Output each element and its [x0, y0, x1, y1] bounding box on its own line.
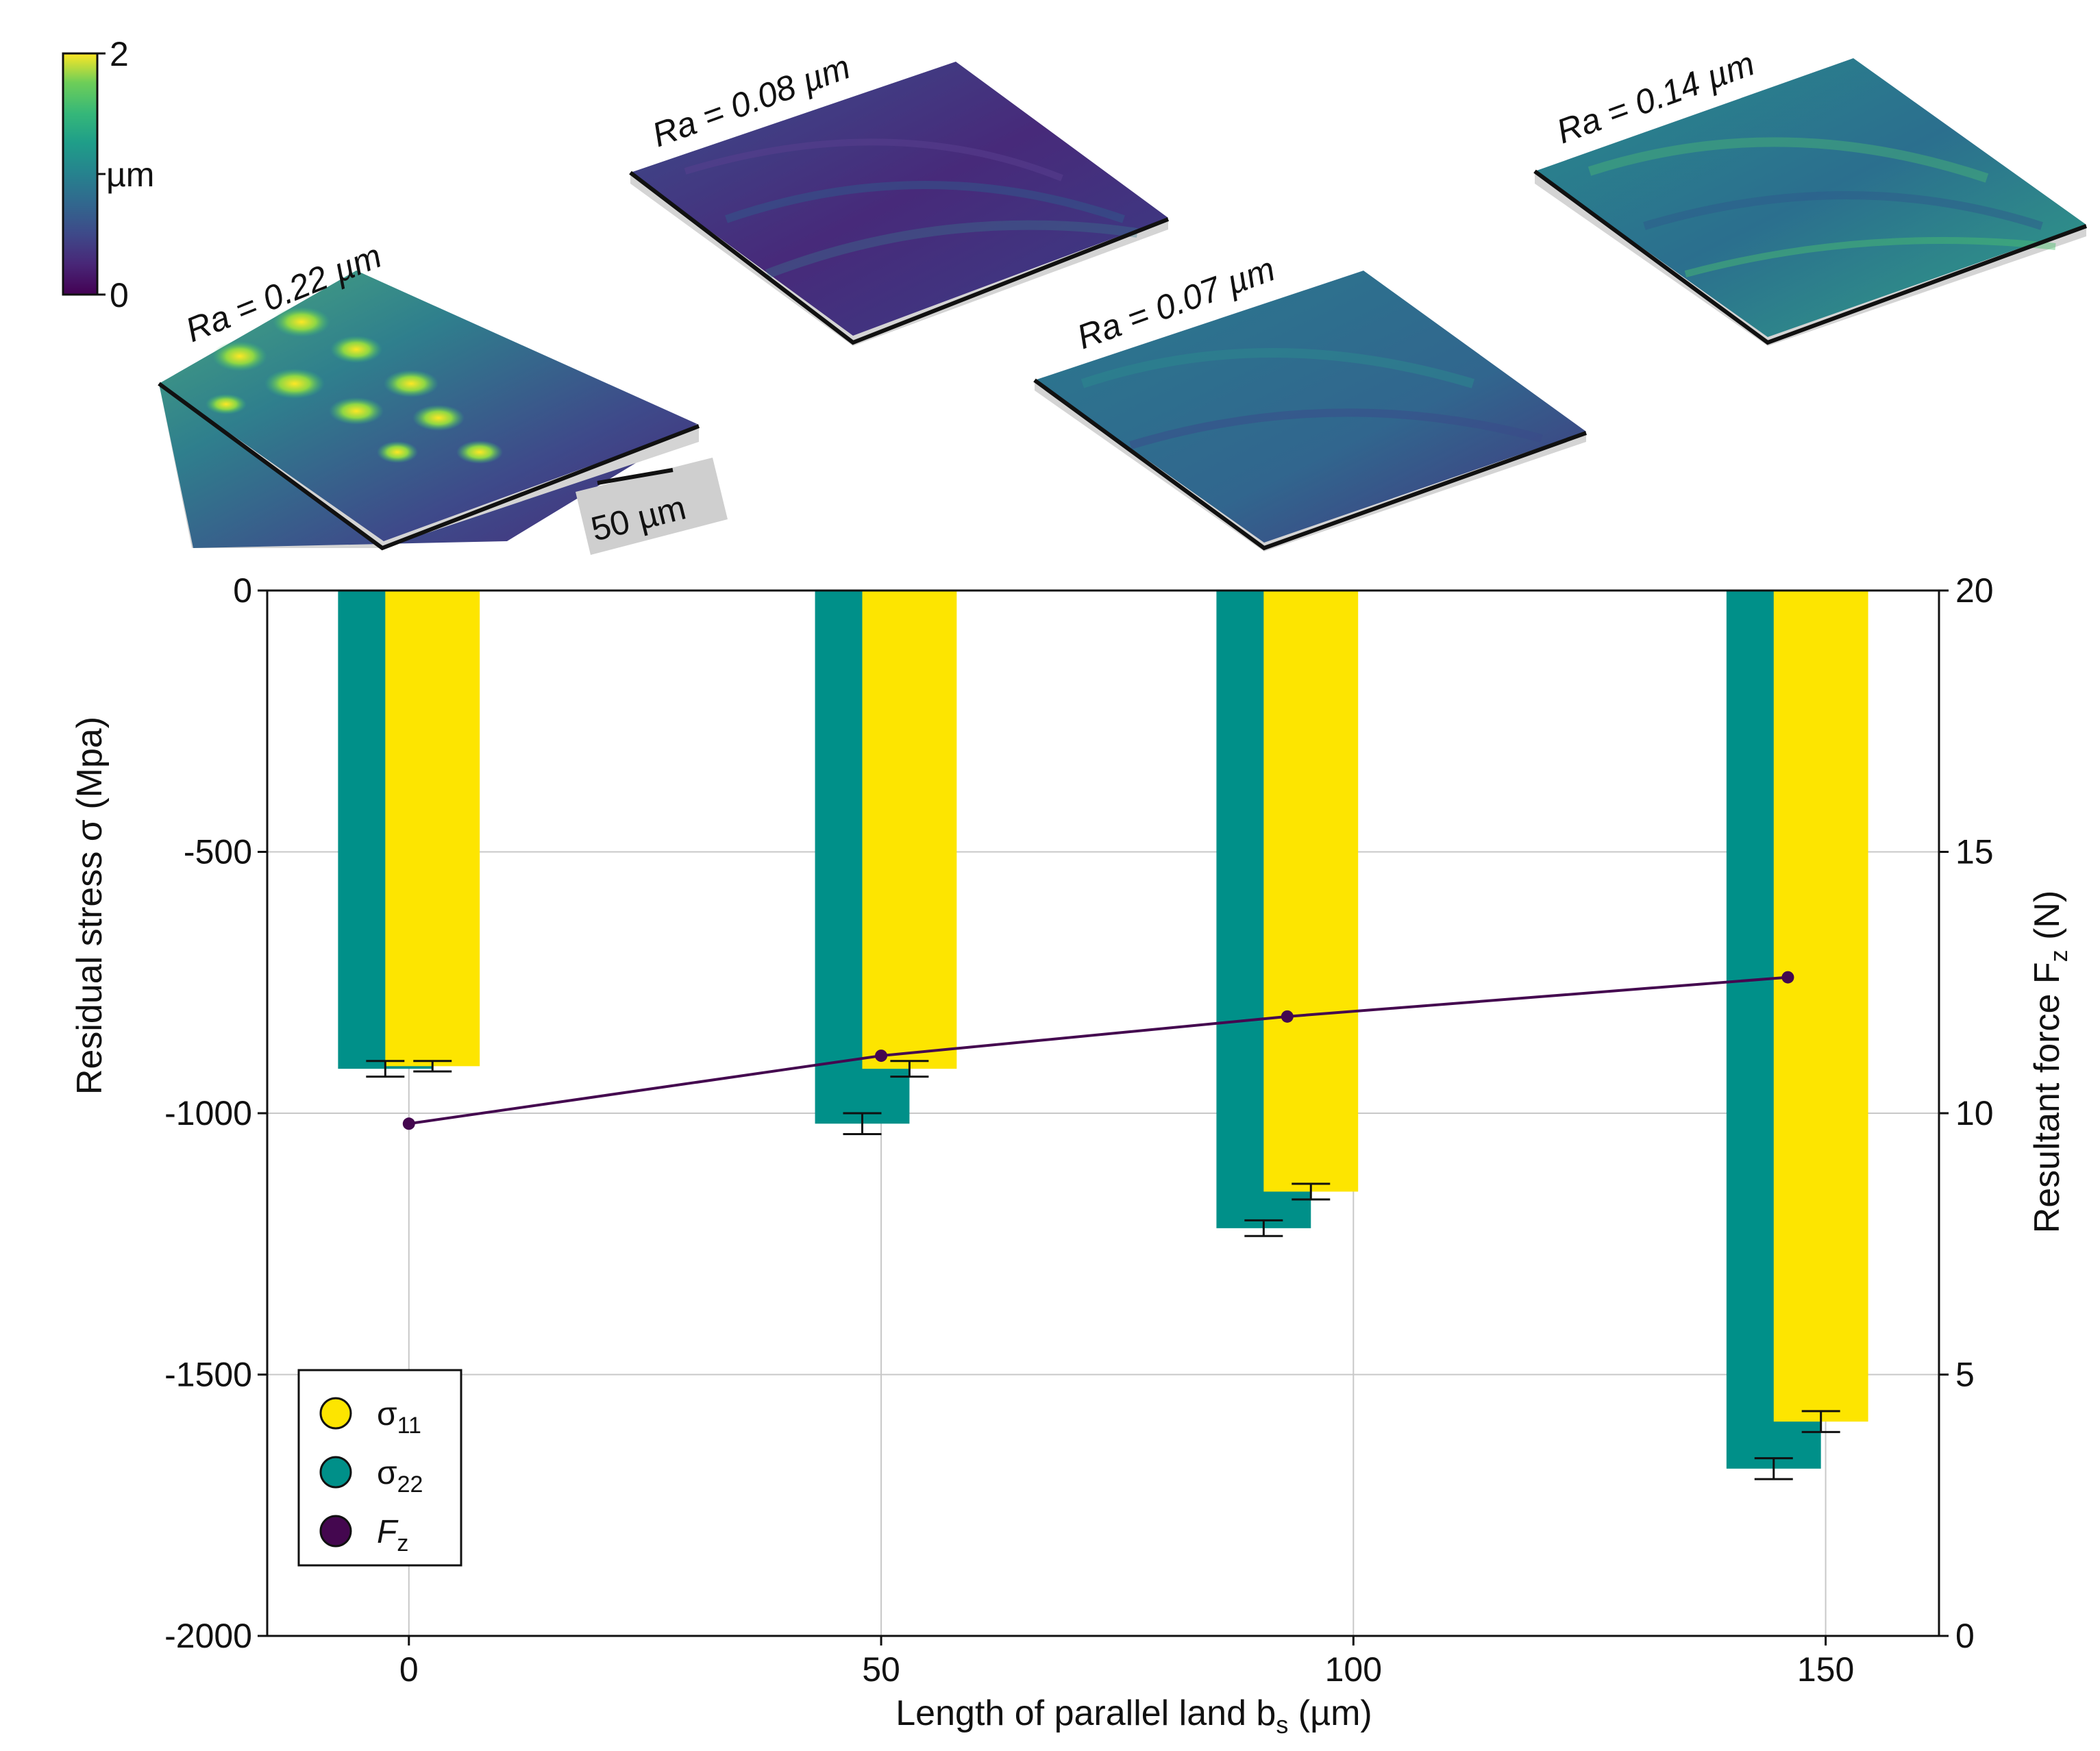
y-tick-label: -1500 [164, 1356, 252, 1394]
x-tick-label: 50 [862, 1650, 900, 1689]
legend-sub-sigma11: 11 [397, 1413, 421, 1439]
surface-3: Ra = 0.07 µm [1033, 249, 1588, 551]
colorbar: 2 µm 0 [62, 35, 154, 314]
error-bars [366, 1060, 1840, 1480]
svg-text:σ11: σ11 [377, 1396, 421, 1439]
y2-tick-label: 5 [1955, 1356, 1975, 1394]
y2-axis-label-main: Resultant force F [2027, 962, 2067, 1233]
bar-sigma11 [385, 591, 480, 1067]
y-tick-label: -1000 [164, 1094, 252, 1132]
y2-axis-label-sub: z [2045, 949, 2073, 962]
legend-marker-sigma22 [319, 1456, 352, 1489]
legend-sub-fz: z [397, 1530, 408, 1556]
legend-entry-sigma11: σ11 [319, 1396, 421, 1439]
fz-point [875, 1050, 888, 1063]
fz-point [1281, 1010, 1294, 1023]
y2-tick-label: 0 [1955, 1617, 1975, 1655]
y2-tick-label: 15 [1955, 833, 1994, 871]
surface-2: Ra = 0.08 µm [629, 47, 1170, 346]
legend-symbol-sigma22: σ [377, 1455, 397, 1491]
x-tick-label: 150 [1797, 1650, 1854, 1689]
surface-4: Ra = 0.14 µm [1533, 44, 2088, 346]
surface-1-peaks [206, 307, 503, 464]
grid [267, 590, 1939, 1637]
y2-axis-label: Resultant force Fz (N) [2027, 891, 2073, 1234]
x-tick-label: 100 [1325, 1650, 1382, 1689]
legend-marker-fz [319, 1515, 352, 1548]
fz-point [402, 1117, 415, 1130]
bars [338, 591, 1868, 1469]
colorbar-unit-label: µm [106, 156, 154, 194]
x-axis-label-main: Length of parallel land b [895, 1693, 1276, 1733]
x-axis-label: Length of parallel land bs (µm) [895, 1693, 1372, 1739]
fz-series [402, 971, 1794, 1130]
bar-sigma11 [1263, 591, 1359, 1192]
colorbar-gradient [62, 52, 99, 296]
colorbar-max-label: 2 [110, 35, 129, 73]
legend-sub-sigma22: 22 [397, 1471, 423, 1498]
x-tick-label: 0 [399, 1650, 419, 1689]
y2-tick-label: 10 [1955, 1094, 1994, 1132]
x-axis-label-sub: s [1276, 1711, 1288, 1739]
fz-point [1781, 971, 1794, 984]
y-tick-label: -2000 [164, 1617, 252, 1655]
fz-line [408, 976, 1788, 1126]
y-tick-label: -500 [184, 833, 252, 871]
y-axis-label: Residual stress σ (Mpa) [70, 717, 110, 1095]
legend-marker-sigma11 [319, 1397, 352, 1430]
legend-symbol-fz: F [377, 1514, 399, 1550]
svg-text:σ22: σ22 [377, 1455, 423, 1498]
y2-tick-label: 20 [1955, 571, 1994, 610]
svg-text:Fz: Fz [377, 1514, 408, 1556]
y-tick-label: 0 [233, 571, 252, 610]
x-axis-label-unit: (µm) [1288, 1693, 1372, 1733]
colorbar-min-label: 0 [110, 276, 129, 314]
legend-entry-sigma22: σ22 [319, 1455, 423, 1498]
legend-entry-fz: Fz [319, 1514, 408, 1556]
y2-axis-label-unit: (N) [2027, 891, 2067, 950]
bar-sigma11 [862, 591, 957, 1069]
legend: σ11 σ22 Fz [297, 1369, 462, 1567]
legend-symbol-sigma11: σ [377, 1396, 397, 1432]
bar-sigma11 [1773, 591, 1868, 1422]
